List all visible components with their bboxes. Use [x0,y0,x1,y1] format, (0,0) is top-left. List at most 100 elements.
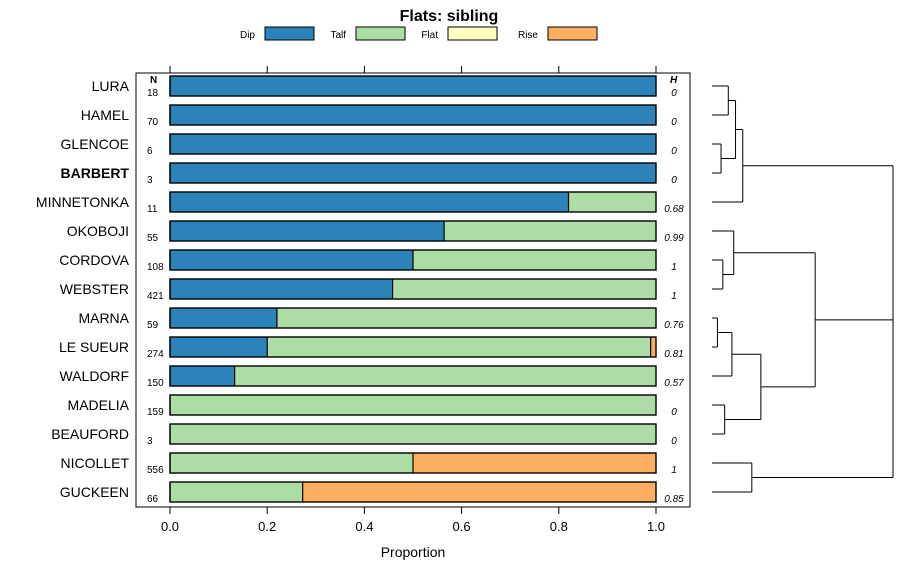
row-label-barbert: BARBERT [61,165,130,181]
bar-outline-webster [169,278,657,300]
h-value-le-sueur: 0.81 [664,349,683,360]
x-tick-label-2: 0.4 [355,519,373,534]
bar-segment-marna-talf [276,308,656,328]
h-value-beauford: 0 [671,436,677,447]
n-value-le-sueur: 274 [147,349,164,360]
bar-segment-nicollet-talf [170,453,413,473]
bar-outline-lura [169,75,657,97]
legend-label-dip: Dip [240,30,255,41]
bar-segment-minnetonka-talf [568,192,656,212]
bar-segment-minnetonka-dip [170,192,569,212]
x-tick-label-5: 1.0 [647,519,665,534]
row-label-minnetonka: MINNETONKA [36,194,130,210]
legend-swatch-rise [547,26,598,41]
bar-outline-waldorf [169,365,657,387]
n-value-beauford: 3 [147,436,153,447]
row-label-waldorf: WALDORF [60,368,129,384]
bar-rows: LURA 18 0 HAMEL 70 0 GLENCOE 6 0 BARBERT 3 0 MINNETO… [36,75,684,505]
h-value-hamel: 0 [671,117,677,128]
bar-segment-okoboji-dip [170,221,445,241]
n-value-barbert: 3 [147,175,153,186]
n-value-madelia: 159 [147,407,164,418]
row-label-glencoe: GLENCOE [61,136,129,152]
h-value-madelia: 0 [671,407,677,418]
n-value-minnetonka: 11 [147,204,158,215]
h-value-glencoe: 0 [671,146,677,157]
h-value-webster: 1 [671,291,677,302]
bar-outline-marna [169,307,657,329]
bar-segment-guckeen-talf [170,482,303,502]
bar-segment-hamel-dip [170,105,656,125]
h-value-nicollet: 1 [671,465,677,476]
row-label-madelia: MADELIA [68,397,130,413]
row-label-marna: MARNA [78,310,129,326]
h-column-header: H [670,75,678,86]
bar-segment-webster-talf [392,279,656,299]
bar-segment-okoboji-talf [444,221,656,241]
bar-outline-guckeen [169,481,657,503]
x-axis: 0.0 0.2 0.4 0.6 0.8 1.0 [161,507,665,534]
n-value-cordova: 108 [147,262,164,273]
bar-segment-nicollet-rise [413,453,656,473]
legend-label-talf: Talf [330,30,346,41]
h-value-cordova: 1 [671,262,677,273]
x-tick-label-3: 0.6 [453,519,471,534]
dendrogram [712,85,894,493]
n-value-marna: 59 [147,320,159,331]
n-column-header: N [150,75,157,86]
row-label-guckeen: GUCKEEN [60,484,129,500]
n-value-okoboji: 55 [147,233,159,244]
bar-segment-waldorf-dip [170,366,235,386]
bar-segment-beauford-talf [170,424,656,444]
bar-segment-le-sueur-rise [650,337,656,357]
h-value-marna: 0.76 [664,320,684,331]
x-tick-label-4: 0.8 [550,519,568,534]
bar-segment-webster-dip [170,279,393,299]
bar-segment-glencoe-dip [170,134,656,154]
h-value-waldorf: 0.57 [664,378,684,389]
row-label-lura: LURA [92,78,130,94]
x-tick-label-1: 0.2 [258,519,276,534]
bar-outline-hamel [169,104,657,126]
bar-segment-le-sueur-talf [267,337,651,357]
legend-swatch-dip [264,26,315,41]
bar-outline-minnetonka [169,191,657,213]
bar-outline-cordova [169,249,657,271]
legend: Dip Talf Flat Rise [240,26,598,41]
bar-segment-barbert-dip [170,163,656,183]
bar-segment-le-sueur-dip [170,337,268,357]
bar-outline-okoboji [169,220,657,242]
x-tick-label-0: 0.0 [161,519,179,534]
row-label-okoboji: OKOBOJI [67,223,129,239]
n-value-webster: 421 [147,291,164,302]
bar-outline-le-sueur [169,336,657,358]
row-label-hamel: HAMEL [81,107,129,123]
x-axis-label: Proportion [381,544,446,560]
bar-outline-glencoe [169,133,657,155]
row-label-nicollet: NICOLLET [61,455,130,471]
bar-segment-waldorf-talf [234,366,656,386]
n-value-guckeen: 66 [147,494,159,505]
row-label-cordova: CORDOVA [59,252,129,268]
legend-swatch-talf [355,26,406,41]
legend-label-flat: Flat [421,30,438,41]
bar-outline-barbert [169,162,657,184]
bar-segment-madelia-talf [170,395,656,415]
n-value-glencoe: 6 [147,146,153,157]
h-value-okoboji: 0.99 [664,233,684,244]
n-value-nicollet: 556 [147,465,164,476]
bar-segment-guckeen-rise [302,482,656,502]
bar-segment-lura-dip [170,76,656,96]
h-value-barbert: 0 [671,175,677,186]
h-value-guckeen: 0.85 [664,494,684,505]
legend-label-rise: Rise [518,30,538,41]
row-label-beauford: BEAUFORD [51,426,129,442]
bar-outline-nicollet [169,452,657,474]
h-value-lura: 0 [671,88,677,99]
row-label-webster: WEBSTER [60,281,129,297]
bar-outline-madelia [169,394,657,416]
bar-segment-marna-dip [170,308,277,328]
n-value-hamel: 70 [147,117,159,128]
bar-segment-cordova-dip [170,250,413,270]
